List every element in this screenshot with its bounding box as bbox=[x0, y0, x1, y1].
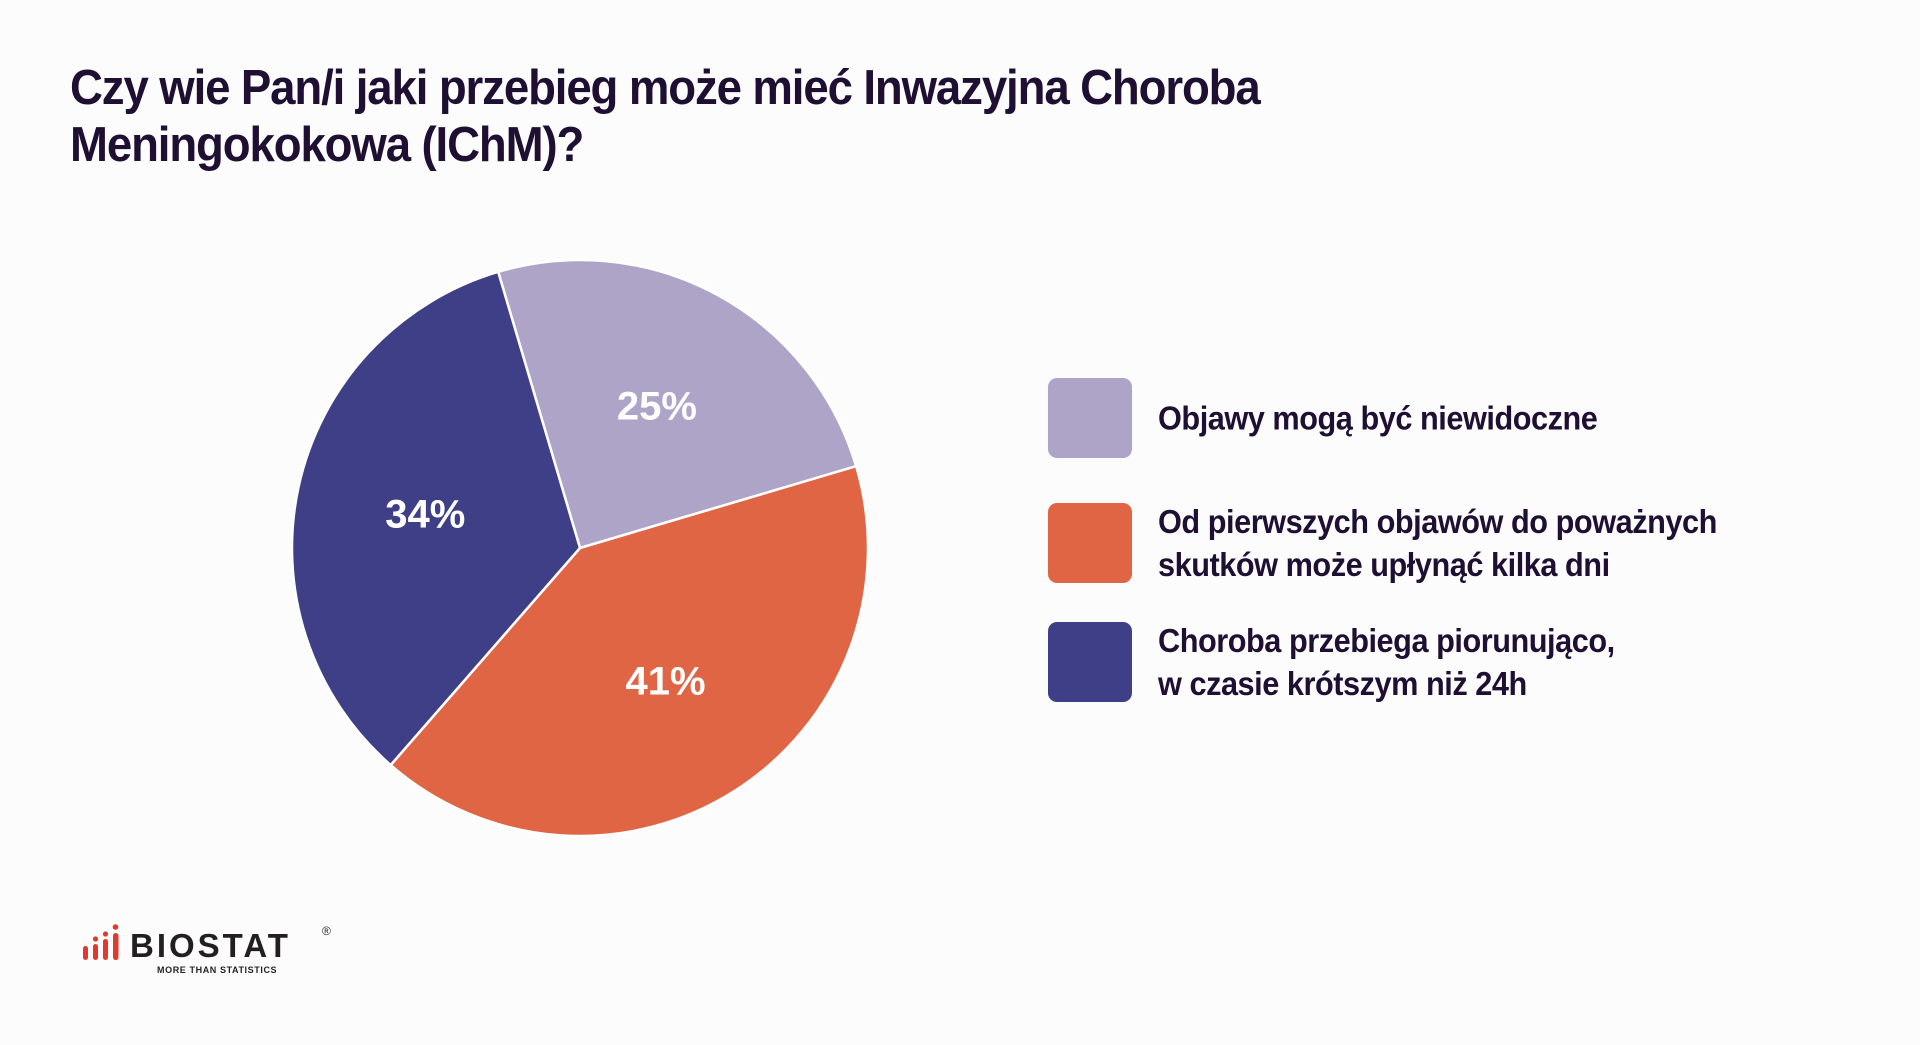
pie-slice bbox=[290, 270, 582, 767]
logo-wordmark: BIOSTAT bbox=[130, 927, 291, 964]
legend-label: Od pierwszych objawów do poważnych skutk… bbox=[1158, 503, 1717, 583]
legend-swatch bbox=[1048, 622, 1132, 702]
legend-item-piorunujaco: Choroba przebiega piorunująco, w czasie … bbox=[1048, 622, 1808, 702]
pie-slices bbox=[290, 258, 870, 838]
legend-label: Choroba przebiega piorunująco, w czasie … bbox=[1158, 622, 1615, 702]
chart-title-line-2: Meningokokowa (IChM)? bbox=[70, 118, 584, 172]
biostat-logo: BIOSTAT ® MORE THAN STATISTICS bbox=[82, 922, 342, 978]
legend-item-objawy-niewidoczne: Objawy mogą być niewidoczne bbox=[1048, 378, 1808, 458]
pie-chart: 25% 41% 34% bbox=[290, 258, 870, 838]
pie-slice-label: 41% bbox=[626, 659, 706, 703]
pie-slice bbox=[389, 464, 870, 838]
pie-labels: 25% 41% 34% bbox=[385, 384, 705, 703]
legend-swatch bbox=[1048, 503, 1132, 583]
pie-slice bbox=[496, 258, 858, 550]
pie-slice-label: 34% bbox=[385, 492, 465, 536]
registered-mark-icon: ® bbox=[322, 924, 331, 938]
chart-title-line-1: Czy wie Pan/i jaki przebieg może mieć In… bbox=[70, 61, 1261, 115]
logo-tagline: MORE THAN STATISTICS bbox=[157, 965, 278, 975]
bar-chart-icon bbox=[83, 924, 119, 960]
pie-slice-label: 25% bbox=[617, 384, 697, 428]
legend-label: Objawy mogą być niewidoczne bbox=[1158, 399, 1598, 437]
legend-item-kilka-dni: Od pierwszych objawów do poważnych skutk… bbox=[1048, 503, 1808, 583]
legend-swatch bbox=[1048, 378, 1132, 458]
chart-title: Czy wie Pan/i jaki przebieg może mieć In… bbox=[70, 60, 1465, 174]
